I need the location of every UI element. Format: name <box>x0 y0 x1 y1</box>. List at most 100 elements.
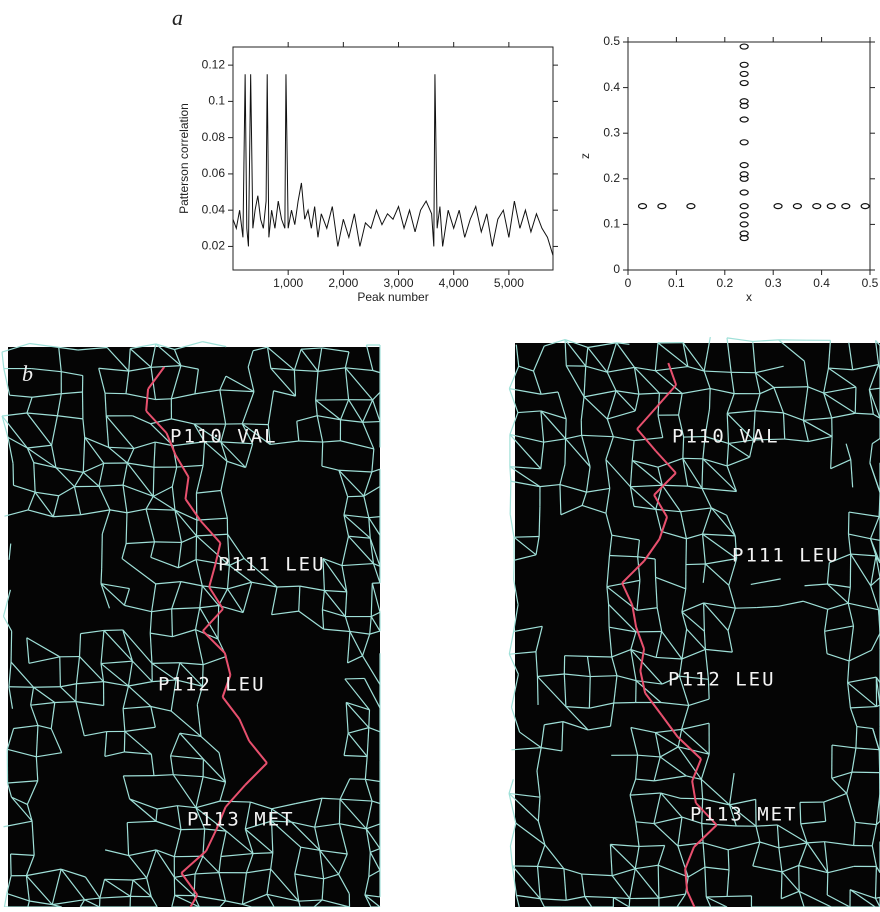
data-line <box>233 74 553 255</box>
mesh-line <box>728 850 729 870</box>
mesh-line <box>348 496 364 497</box>
y-tick-label: 0.3 <box>603 125 620 139</box>
x-tick-label: 0.5 <box>862 276 879 290</box>
mesh-line <box>855 387 856 413</box>
mesh-line <box>126 513 127 544</box>
mesh-line <box>101 568 102 584</box>
mesh-line <box>350 779 366 780</box>
mesh-line <box>781 872 782 899</box>
mesh-line <box>587 656 611 657</box>
mesh-line <box>658 865 659 898</box>
mesh-line <box>683 458 703 459</box>
mesh-line <box>153 467 154 496</box>
y-axis-label: z <box>578 153 592 159</box>
residue-label: P113 MET <box>690 804 798 826</box>
peak-contour <box>740 190 748 195</box>
x-tick-label: 5,000 <box>494 276 524 290</box>
y-tick-label: 0 <box>613 262 620 276</box>
mesh-line <box>172 609 173 637</box>
x-tick-label: 0.2 <box>716 276 733 290</box>
mesh-line <box>202 342 226 347</box>
peak-contour <box>687 204 695 209</box>
peak-contour <box>740 140 748 145</box>
mesh-line <box>363 422 380 423</box>
mesh-line <box>566 419 567 439</box>
peak-contour <box>740 222 748 227</box>
residue-label: P110 VAL <box>170 426 278 448</box>
residue-label: P111 LEU <box>218 554 326 576</box>
panel-label: b <box>22 361 33 386</box>
mesh-line <box>774 387 808 388</box>
y-axis-label: Patterson correlation <box>177 103 191 214</box>
mesh-line <box>727 896 751 897</box>
mesh-line <box>704 603 705 631</box>
residue-label: P112 LEU <box>158 674 266 696</box>
mesh-line <box>662 485 687 486</box>
mesh-line <box>727 338 753 342</box>
y-tick-label: 0.5 <box>603 34 620 48</box>
mesh-line <box>102 534 103 568</box>
mesh-line <box>514 537 539 538</box>
mesh-line <box>510 481 511 514</box>
peak-contour <box>740 44 748 49</box>
mesh-line <box>29 344 58 348</box>
y-tick-label: 0.12 <box>202 57 226 71</box>
mesh-line <box>510 846 512 866</box>
residue-label: P113 MET <box>187 809 295 831</box>
plot-frame <box>628 42 870 270</box>
mesh-line <box>2 352 4 369</box>
residue-label: P110 VAL <box>672 426 780 448</box>
mesh-line <box>218 606 219 639</box>
y-tick-label: 0.06 <box>202 166 226 180</box>
peak-contour <box>861 204 869 209</box>
x-tick-label: 4,000 <box>439 276 469 290</box>
mesh-line <box>709 389 710 410</box>
mesh-line <box>369 710 370 728</box>
peak-contour <box>740 71 748 76</box>
peak-contour <box>740 117 748 122</box>
mesh-line <box>242 424 268 425</box>
mesh-line <box>322 442 323 466</box>
mesh-line <box>800 802 801 824</box>
mesh-line <box>735 608 756 609</box>
x-tick-label: 0.1 <box>668 276 685 290</box>
peak-contour <box>740 163 748 168</box>
peak-contour <box>740 213 748 218</box>
y-tick-label: 0.02 <box>202 239 226 253</box>
mesh-line <box>629 899 630 907</box>
panel-label: a <box>172 5 183 30</box>
peak-contour <box>740 204 748 209</box>
mesh-line <box>510 514 514 537</box>
residue-label: P112 LEU <box>668 669 776 691</box>
y-tick-label: 0.1 <box>208 94 225 108</box>
peak-contour <box>793 204 801 209</box>
peak-contour <box>740 62 748 67</box>
peak-contour <box>740 81 748 86</box>
plot-frame <box>233 47 553 270</box>
mesh-line <box>105 879 133 880</box>
mesh-line <box>156 399 172 400</box>
peak-contour <box>658 204 666 209</box>
mesh-line <box>509 779 513 793</box>
x-axis-label: x <box>746 290 752 304</box>
mesh-line <box>565 656 588 657</box>
mesh-line <box>509 632 513 655</box>
mesh-line <box>155 542 182 543</box>
x-tick-label: 2,000 <box>328 276 358 290</box>
mesh-line <box>253 853 273 854</box>
mesh-line <box>609 604 610 627</box>
mesh-line <box>152 663 180 664</box>
mesh-line <box>76 684 77 702</box>
mesh-line <box>4 894 6 907</box>
mesh-line <box>827 873 828 895</box>
y-tick-label: 0.1 <box>603 217 620 231</box>
x-tick-label: 1,000 <box>273 276 303 290</box>
mesh-line <box>11 631 12 662</box>
mesh-line <box>345 678 365 679</box>
mesh-line <box>509 793 516 823</box>
y-tick-label: 0.4 <box>603 80 620 94</box>
mesh-line <box>753 340 779 342</box>
mesh-line <box>60 657 61 687</box>
x-axis-label: Peak number <box>357 290 428 304</box>
